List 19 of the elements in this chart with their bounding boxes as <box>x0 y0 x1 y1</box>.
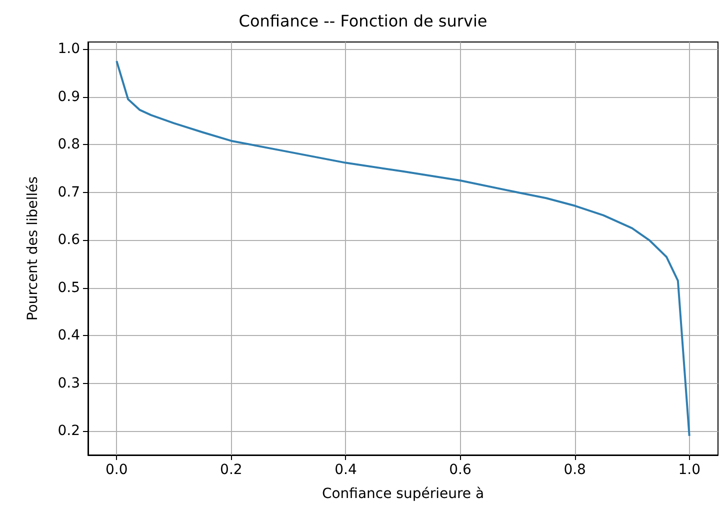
y-tick-label: 0.7 <box>58 184 80 200</box>
y-tick-label: 0.6 <box>58 232 80 248</box>
y-axis-title: Pourcent des libellés <box>25 176 41 321</box>
x-tick-label: 0.0 <box>106 462 128 478</box>
line-series <box>116 60 690 437</box>
y-tick-label: 0.8 <box>58 136 80 153</box>
y-tick-label: 0.5 <box>58 280 80 296</box>
x-tick-label: 1.0 <box>678 462 700 478</box>
x-tick-label: 0.6 <box>449 462 472 478</box>
y-tick-label: 0.4 <box>58 328 80 344</box>
x-tick-label: 0.2 <box>220 462 242 478</box>
x-tick-label: 0.8 <box>564 462 586 478</box>
y-tick-label: 0.3 <box>58 375 80 392</box>
y-tick-label: 1.0 <box>58 41 80 58</box>
x-axis-title: Confiance supérieure à <box>322 486 484 502</box>
x-tick-label: 0.4 <box>334 462 357 478</box>
y-tick-label: 0.9 <box>58 88 80 105</box>
y-tick-label: 0.2 <box>58 423 80 440</box>
chart-title: Confiance -- Fonction de survie <box>238 12 488 30</box>
